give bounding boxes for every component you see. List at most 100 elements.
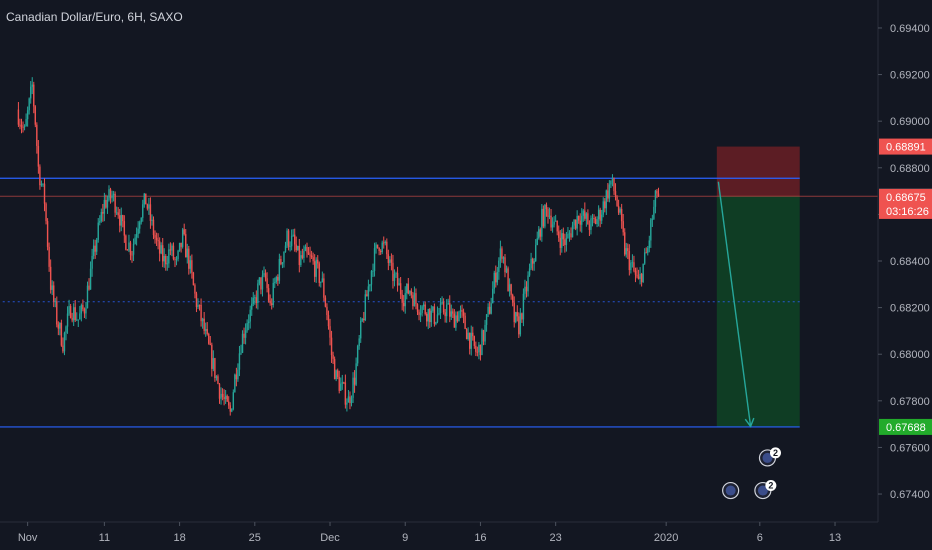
candle [46,218,49,251]
candle-body [26,110,29,120]
candle [516,305,518,322]
candle-body [643,252,646,264]
candle-body [269,300,271,304]
candle-body [53,285,55,302]
candle [128,234,130,253]
candle-body [350,397,353,404]
price-tag-label: 0.68891 [886,142,926,154]
candle [564,233,566,253]
candle [568,230,571,242]
candle-body [39,166,41,186]
candle-body [303,250,305,258]
candle [244,323,247,345]
candle-body [384,241,386,244]
candle [165,254,167,271]
candle [76,312,78,322]
candle [406,283,408,300]
candle-body [188,248,190,269]
candle-body [631,262,634,264]
candle-body [573,219,575,226]
candle-body [200,304,202,322]
candle-body [458,311,460,322]
candle-body [281,262,284,265]
candle-body [366,294,368,297]
candle [100,208,103,223]
candle [151,214,153,226]
candle-body [63,332,66,352]
candle-body [304,246,307,251]
candle-body [528,268,531,276]
candle [398,278,400,286]
candle-body [189,260,192,269]
candle [441,296,443,305]
candle [476,346,479,357]
candle-body [564,239,566,245]
candle-body [313,261,316,277]
candle-body [191,260,193,273]
candle [436,306,439,324]
candle-body [378,247,380,251]
candle [433,303,436,327]
candle-body [582,210,584,216]
candle [209,335,211,346]
candle-body [429,309,431,323]
candle-body [247,321,250,324]
candle-body [439,303,442,314]
candle-body [409,290,411,294]
candle [535,239,537,262]
candle-body [410,290,413,296]
candle-body [364,294,367,321]
candle [625,242,627,258]
candle [63,331,66,356]
price-tag: 0.68675 03:16:26 [879,188,932,219]
event-badge [765,480,777,492]
candle-body [363,318,365,321]
candle [143,192,145,208]
candle [531,257,534,271]
candle-body [587,213,589,225]
candle [588,220,591,236]
candle-body [284,245,287,252]
candle [255,290,258,309]
candle [82,299,84,312]
time-tick-label: 25 [249,532,261,544]
candle [221,388,224,401]
candle-body [295,244,297,251]
stop-loss-zone [716,146,800,197]
candle-body [46,221,49,247]
candle-body [180,242,182,247]
candle [191,254,193,279]
time-axis [0,522,932,550]
candle [510,283,512,300]
candle [109,187,112,204]
candle-body [407,283,410,294]
candle [99,215,101,226]
candle-body [521,313,523,320]
candle-body [346,402,348,405]
candle [223,389,225,406]
candle-body [252,297,254,304]
candle [456,311,459,323]
candle [524,279,526,300]
candle [462,308,465,324]
candle-body [634,270,637,275]
time-tick-label: 9 [402,532,408,544]
candle [539,227,542,241]
candle-body [657,193,660,197]
price-tag-label: 0.67688 [886,422,926,434]
candle-body [488,306,491,314]
candle [26,106,29,127]
candle-body [396,273,399,286]
candle-body [134,237,136,244]
candle [266,272,268,293]
candle [487,303,489,318]
candle [628,244,631,276]
candle [467,327,469,341]
candle-body [395,273,397,275]
candle [647,245,649,256]
candle-body [530,258,532,269]
candle [283,251,285,268]
candle-body [367,286,370,297]
candle-body [169,249,172,251]
